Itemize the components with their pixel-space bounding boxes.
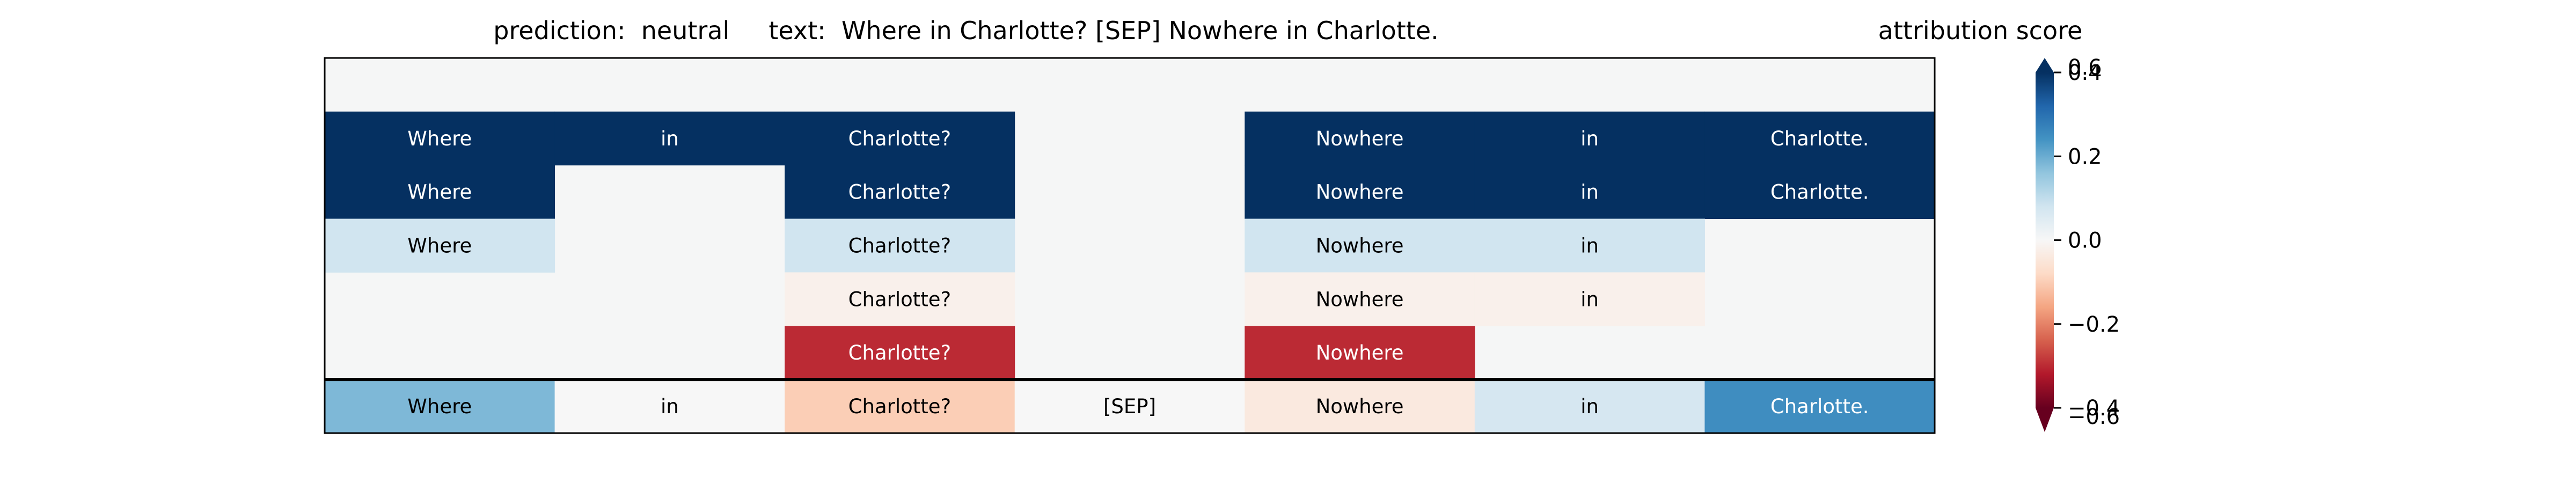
heatmap-cell: [1704, 165, 1935, 219]
summary-token-label: Charlotte.: [1770, 395, 1869, 418]
summary-cell: [1014, 379, 1245, 434]
cell-token-label: in: [1580, 288, 1599, 311]
cell-token-label: in: [1580, 181, 1599, 204]
heatmap-cell: [325, 165, 555, 219]
cell-token-label: Where: [407, 235, 472, 258]
colorbar-gradient: [2036, 72, 2054, 408]
heatmap-cell: [785, 165, 1015, 219]
cell-token-label: Charlotte?: [848, 181, 952, 204]
heatmap-cell: [1474, 218, 1705, 273]
summary-token-label: [SEP]: [1103, 395, 1156, 418]
colorbar-tick-label: −0.2: [2068, 312, 2120, 337]
summary-cell: [1245, 379, 1475, 434]
summary-token-label: in: [661, 395, 679, 418]
heatmap-cell: [785, 272, 1015, 326]
heatmap-cell: [1245, 326, 1475, 380]
colorbar-tick-label: 0.2: [2068, 144, 2102, 169]
title-text-prefix: text:: [769, 16, 826, 45]
heatmap-cell: [554, 111, 785, 166]
heatmap-cell: [1474, 111, 1705, 166]
heatmap-frame: [324, 57, 1936, 434]
cell-token-label: Charlotte?: [848, 235, 952, 258]
heatmap-cell: [785, 326, 1015, 380]
heatmap-cell: [1245, 218, 1475, 273]
colorbar-tick-label: 0.4: [2068, 61, 2102, 85]
heatmap-cell: [1245, 111, 1475, 166]
summary-cell: [1704, 379, 1935, 434]
cell-token-label: Nowhere: [1316, 127, 1404, 150]
heatmap-grid: Where in Charlotte? Nowhere in Charlotte. Wher…: [324, 57, 1936, 434]
summary-token-label: Nowhere: [1316, 395, 1404, 418]
heatmap-cell: [325, 111, 555, 166]
colorbar-overlap-label-top: 0.6: [2068, 55, 2102, 80]
summary-cell: [325, 379, 555, 434]
summary-token-label: Charlotte?: [848, 395, 952, 418]
colorbar: 0.4 0.2 0.0 −0.2 −0.4 0.6 −0.6: [2036, 55, 2120, 432]
summary-cell: [554, 379, 785, 434]
colorbar-tick-label: 0.0: [2068, 229, 2102, 253]
cell-token-label: Charlotte.: [1770, 181, 1869, 204]
cell-token-label: in: [661, 127, 679, 150]
cell-token-label: Where: [407, 127, 472, 150]
colorbar-overlap-label-bottom: −0.6: [2068, 405, 2120, 429]
cell-token-label: Charlotte?: [848, 288, 952, 311]
summary-token-label: in: [1580, 395, 1599, 418]
cell-token-label: Charlotte.: [1770, 127, 1869, 150]
heatmap-cell: [1245, 272, 1475, 326]
cell-token-label: Nowhere: [1316, 288, 1404, 311]
cell-token-label: Nowhere: [1316, 181, 1404, 204]
cell-token-label: Nowhere: [1316, 235, 1404, 258]
colorbar-extend-top: [2036, 58, 2054, 72]
heatmap-cell: [785, 218, 1015, 273]
cell-token-label: Charlotte?: [848, 127, 952, 150]
colorbar-title: attribution score: [1878, 16, 2083, 45]
cell-token-label: Nowhere: [1316, 341, 1404, 364]
summary-cell: [785, 379, 1015, 434]
title-prediction-prefix: prediction:: [493, 16, 626, 45]
heatmap-cell: [785, 111, 1015, 166]
title-prediction-value: neutral: [641, 16, 730, 45]
heatmap-cell: [1474, 272, 1705, 326]
cell-token-label: in: [1580, 235, 1599, 258]
colorbar-extend-bottom: [2036, 408, 2054, 432]
colorbar-tick-label: −0.4: [2068, 396, 2120, 421]
heatmap-cell: [1245, 165, 1475, 219]
cell-token-label: Where: [407, 181, 472, 204]
title-text-value: Where in Charlotte? [SEP] Nowhere in Cha…: [841, 16, 1439, 45]
cell-token-label: Charlotte?: [848, 341, 952, 364]
heatmap-cell: [1474, 165, 1705, 219]
summary-token-label: Where: [407, 395, 472, 418]
summary-cell: [1474, 379, 1705, 434]
heatmap-cell: [325, 218, 555, 273]
chart-title: prediction: neutral text: Where in Charl…: [322, 17, 1610, 45]
heatmap-cell: [1704, 111, 1935, 166]
cell-token-label: in: [1580, 127, 1599, 150]
